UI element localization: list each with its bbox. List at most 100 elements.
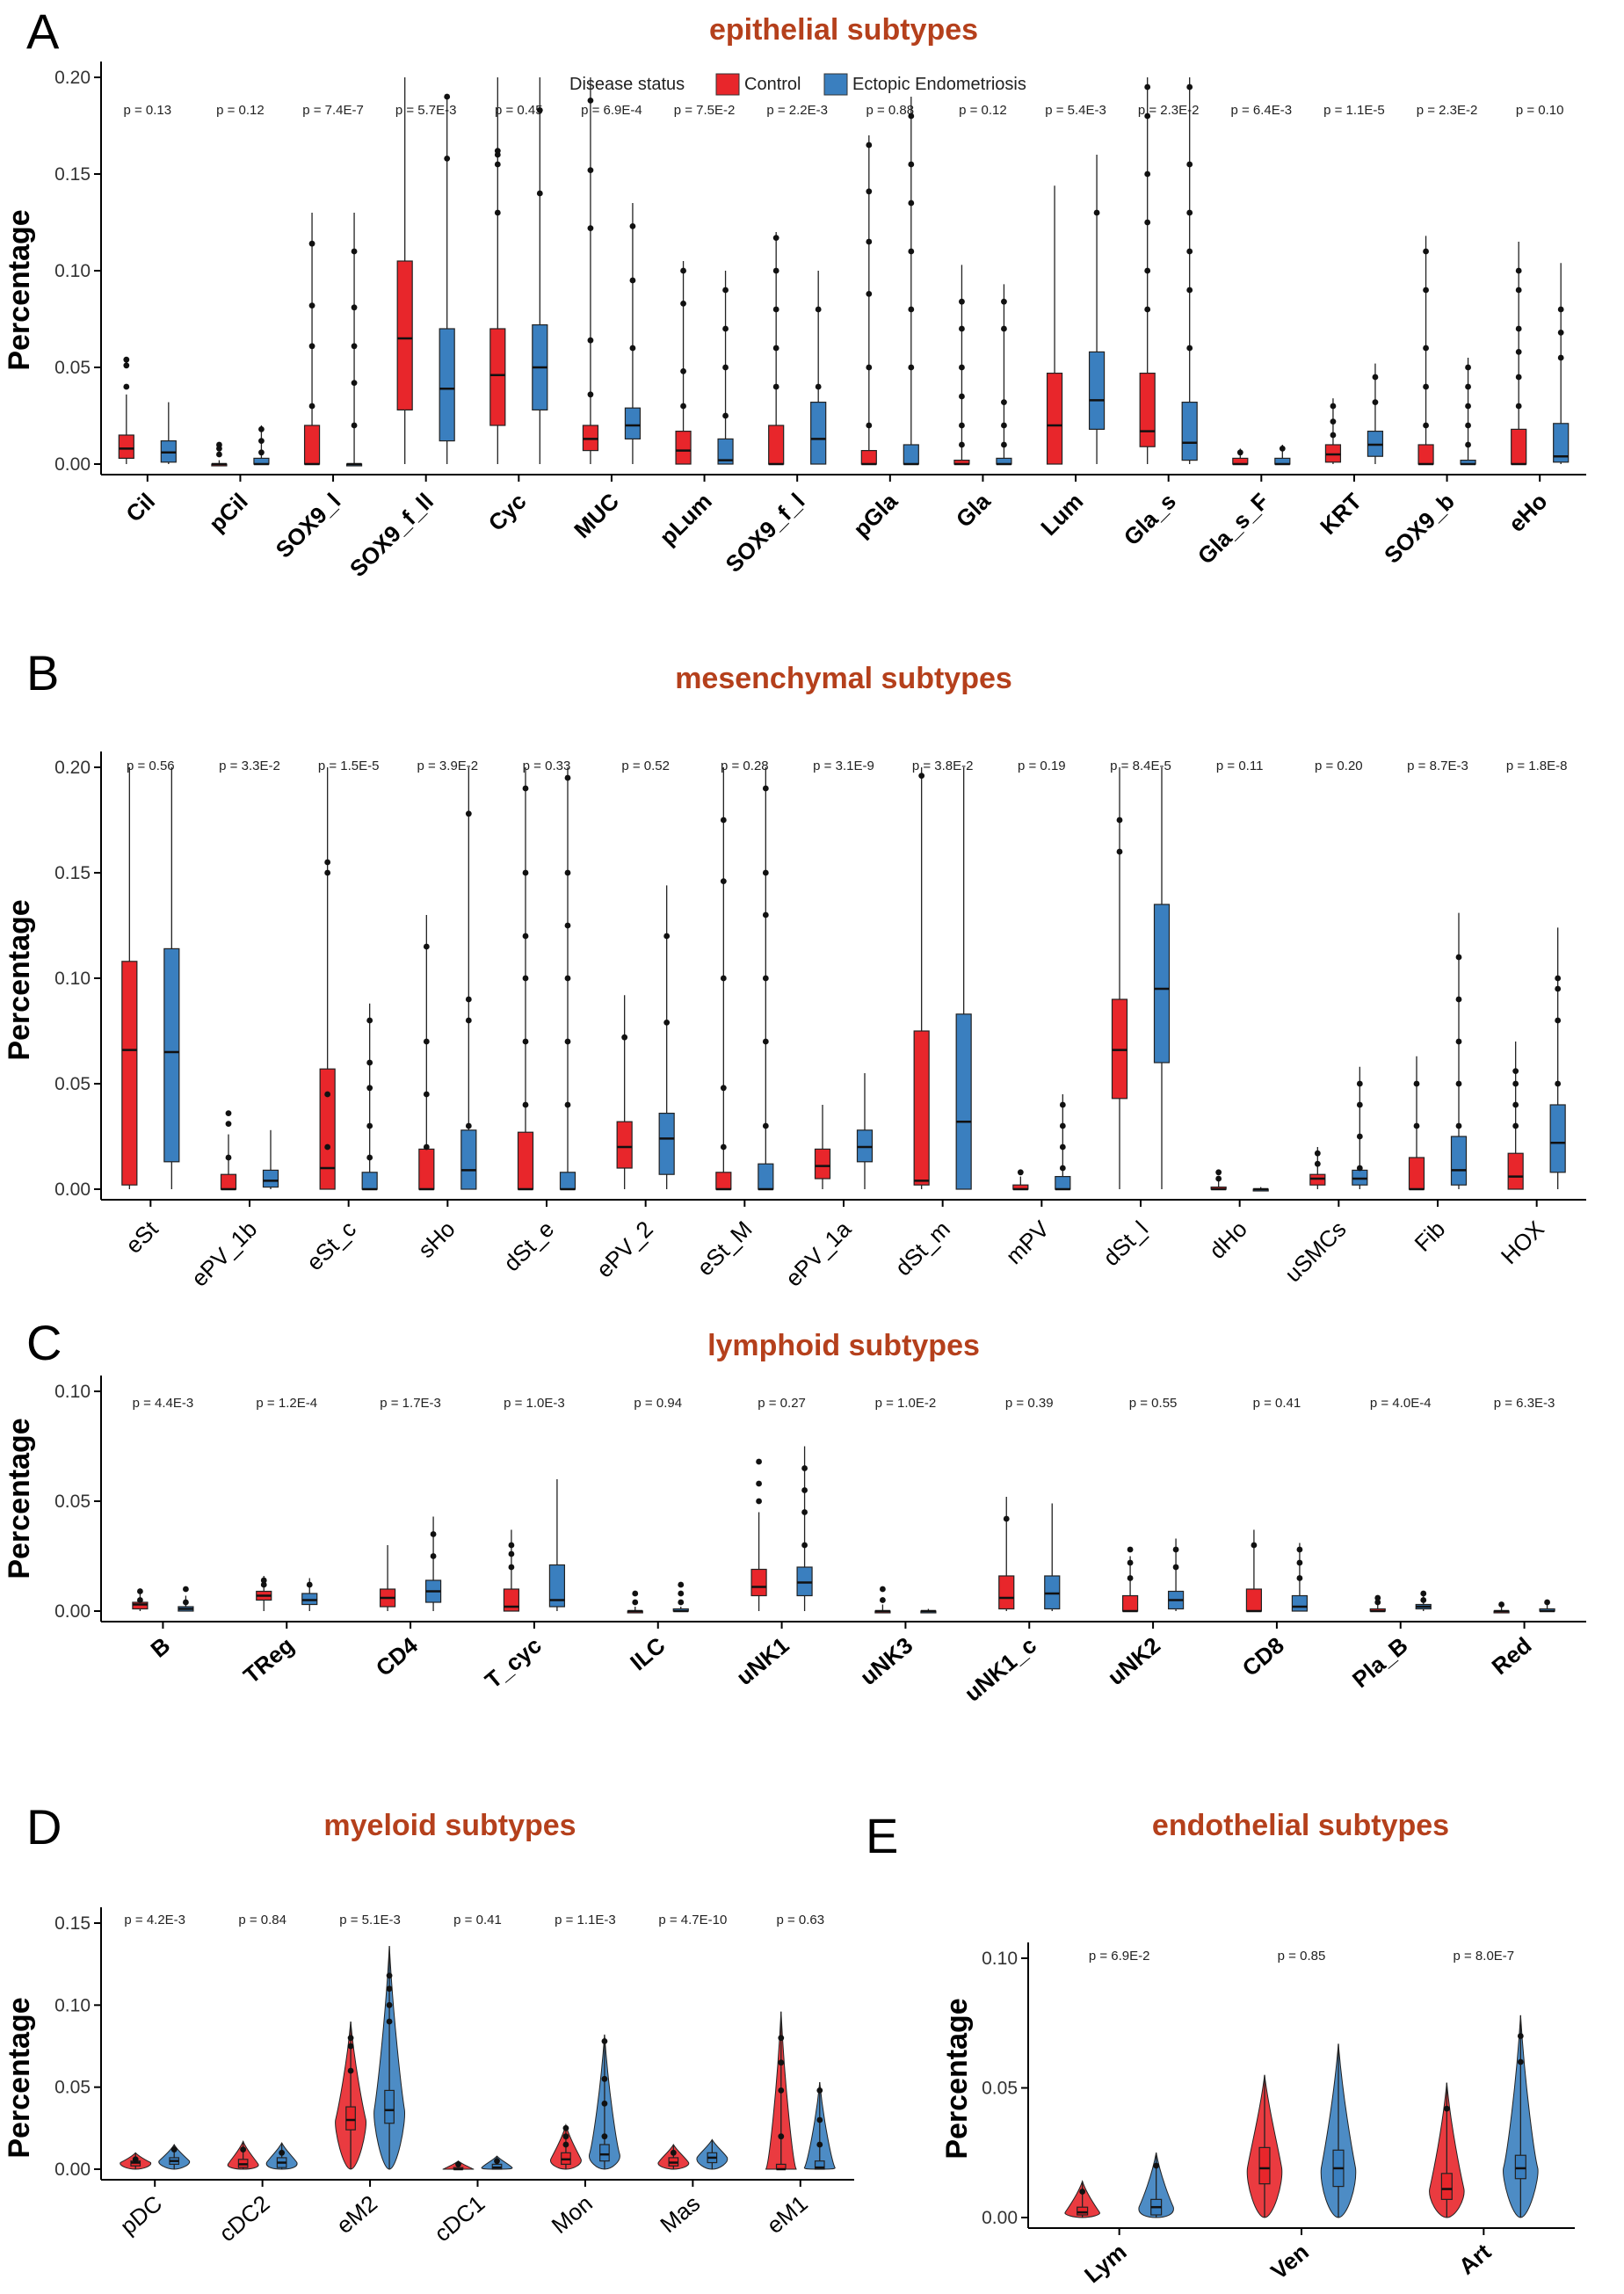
outlier-point xyxy=(1001,441,1007,448)
box-ectopic xyxy=(599,2144,610,2162)
category-label: Art xyxy=(1454,2238,1496,2279)
outlier-point xyxy=(772,345,779,352)
box-ectopic xyxy=(814,2160,825,2170)
category-label: MUC xyxy=(569,488,624,543)
y-tick-label: 0.05 xyxy=(54,1074,91,1094)
outlier-point xyxy=(1517,2033,1524,2039)
outlier-point xyxy=(347,2043,354,2050)
p-value-label: p = 1.7E-3 xyxy=(380,1396,441,1411)
outlier-point xyxy=(880,1586,886,1593)
outlier-point xyxy=(778,2087,785,2094)
outlier-point xyxy=(1555,975,1562,982)
panel-e-ylabel: Percentage xyxy=(940,1998,974,2159)
p-value-label: p = 4.7E-10 xyxy=(658,1913,727,1927)
p-value-label: p = 1.0E-2 xyxy=(875,1396,937,1411)
outlier-point xyxy=(1356,1133,1363,1140)
outlier-point xyxy=(680,403,686,410)
category-label: Pla_B xyxy=(1347,1632,1413,1693)
outlier-point xyxy=(866,238,873,245)
outlier-point xyxy=(1144,219,1151,226)
y-tick-label: 0.20 xyxy=(54,68,91,88)
outlier-point xyxy=(351,422,358,429)
outlier-point xyxy=(908,200,915,207)
outlier-point xyxy=(1144,113,1151,120)
y-tick-label: 0.10 xyxy=(54,969,91,989)
outlier-point xyxy=(366,1122,373,1129)
box-ectopic xyxy=(439,328,455,442)
outlier-point xyxy=(1544,1599,1550,1606)
outlier-point xyxy=(1314,1150,1321,1157)
box-ectopic xyxy=(163,947,180,1163)
outlier-point xyxy=(678,1599,685,1606)
outlier-point xyxy=(1215,1175,1222,1182)
p-value-label: p = 1.2E-4 xyxy=(256,1396,317,1411)
outlier-point xyxy=(562,2141,569,2148)
panel-b-plot: 0.00 0.05 0.10 0.15 0.20 eSt p = 0.56 ePV_1b p =… xyxy=(54,751,1586,1292)
legend-title: Disease status xyxy=(569,75,685,94)
outlier-point xyxy=(423,943,430,950)
outlier-point xyxy=(366,1017,373,1024)
outlier-point xyxy=(123,362,130,369)
p-value-label: p = 3.9E-2 xyxy=(417,759,479,773)
panel-c: C lymphoid subtypes Percentage 0.000.050… xyxy=(3,1315,1586,1707)
p-value-label: p = 0.11 xyxy=(1216,759,1264,773)
outlier-point xyxy=(1455,1080,1462,1087)
box-ectopic xyxy=(624,407,642,440)
outlier-point xyxy=(1186,209,1193,216)
p-value-label: p = 1.1E-5 xyxy=(1323,103,1385,118)
outlier-point xyxy=(351,380,358,386)
category-label: ILC xyxy=(625,1631,671,1675)
outlier-point xyxy=(1455,996,1462,1003)
y-tick-label: 0.00 xyxy=(54,1601,91,1622)
outlier-point xyxy=(1236,449,1243,456)
outlier-point xyxy=(1059,1165,1066,1172)
y-tick-label: 0.10 xyxy=(54,1995,91,2015)
panel-d-label: D xyxy=(26,1799,62,1855)
outlier-point xyxy=(778,2035,785,2042)
outlier-point xyxy=(347,2035,354,2042)
outlier-point xyxy=(1374,1599,1381,1606)
category-label: pCil xyxy=(204,488,253,537)
outlier-point xyxy=(670,2149,677,2156)
panel-e-title: endothelial subtypes xyxy=(1152,1809,1449,1842)
outlier-point xyxy=(1296,1546,1303,1553)
outlier-point xyxy=(1465,383,1471,390)
outlier-point xyxy=(866,364,873,371)
outlier-point xyxy=(564,869,571,876)
outlier-point xyxy=(601,2038,608,2044)
outlier-point xyxy=(123,383,130,390)
box-ectopic xyxy=(460,1129,477,1190)
y-tick-label: 0.00 xyxy=(54,454,91,475)
p-value-label: p = 4.0E-4 xyxy=(1370,1396,1432,1411)
category-label: dSt_e xyxy=(498,1216,559,1276)
outlier-point xyxy=(1557,330,1564,336)
p-value-label: p = 7.4E-7 xyxy=(302,103,364,118)
p-value-label: p = 0.12 xyxy=(216,103,265,118)
outlier-point xyxy=(601,2133,608,2140)
outlier-point xyxy=(866,291,873,297)
category-label: dHo xyxy=(1204,1216,1252,1264)
outlier-point xyxy=(423,1143,430,1151)
p-value-label: p = 8.4E-5 xyxy=(1110,759,1171,773)
outlier-point xyxy=(494,161,501,168)
box-control xyxy=(1077,2206,1089,2216)
category-label: sHo xyxy=(413,1216,460,1263)
category-label: Gla_s_F xyxy=(1193,488,1274,570)
category-label: Mon xyxy=(547,2190,598,2239)
outlier-point xyxy=(137,1597,143,1603)
outlier-point xyxy=(722,412,729,419)
outlier-point xyxy=(455,2161,461,2167)
outlier-point xyxy=(564,1038,571,1045)
outlier-point xyxy=(1144,306,1151,313)
outlier-point xyxy=(816,2116,823,2123)
outlier-point xyxy=(1059,1122,1066,1129)
outlier-point xyxy=(1420,1597,1427,1603)
box-ectopic xyxy=(384,2089,395,2124)
p-value-label: p = 0.28 xyxy=(721,759,769,773)
outlier-point xyxy=(680,301,686,307)
box-control xyxy=(1258,2146,1271,2185)
category-label: eM1 xyxy=(762,2190,813,2239)
box-control xyxy=(913,1030,930,1186)
outlier-point xyxy=(1153,2162,1160,2169)
outlier-point xyxy=(908,113,915,120)
